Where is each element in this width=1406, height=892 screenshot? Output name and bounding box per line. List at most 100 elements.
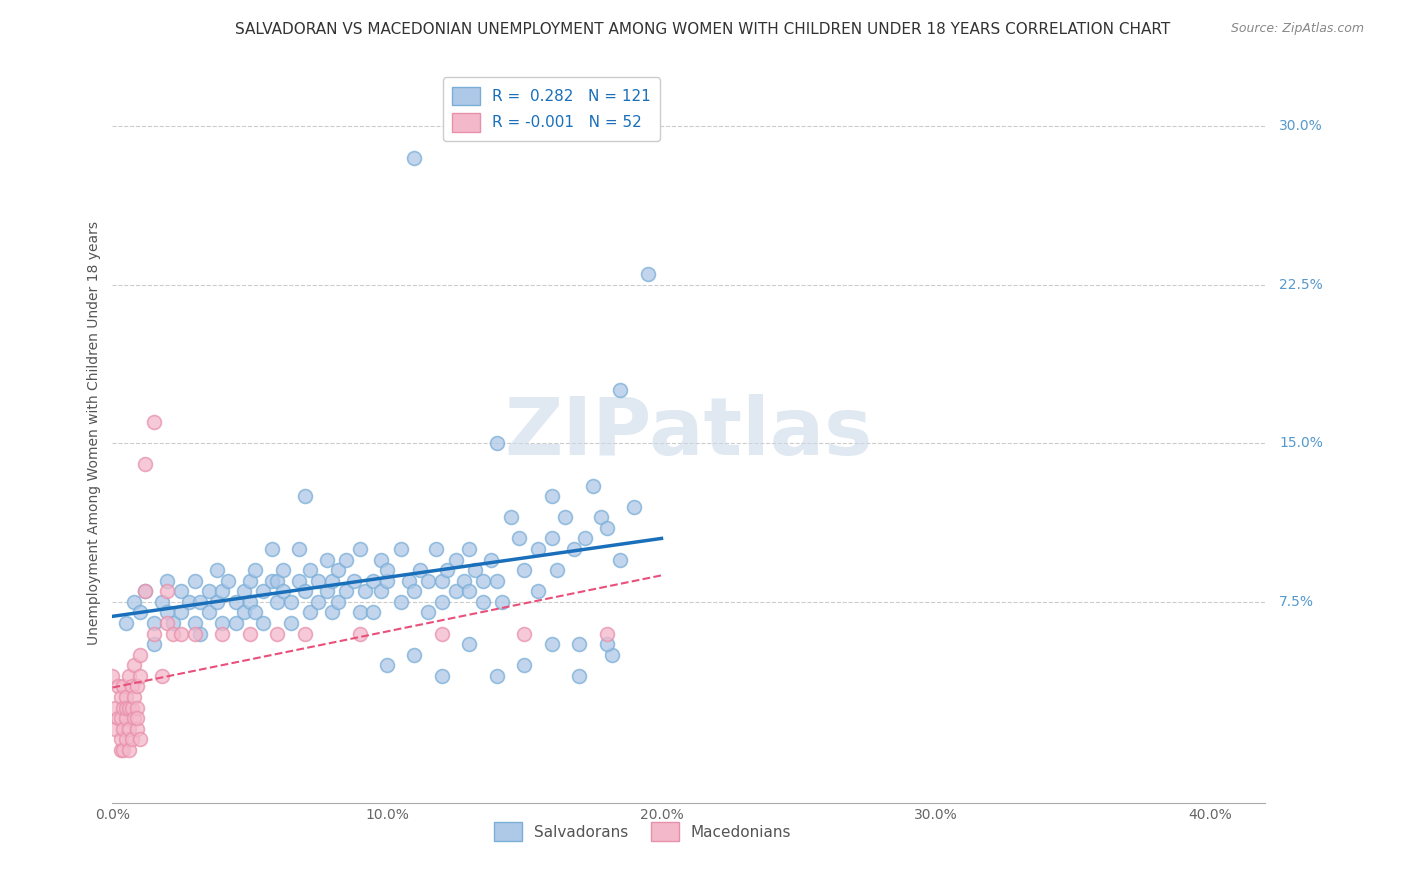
Point bbox=[184, 626, 207, 640]
Point bbox=[107, 680, 129, 694]
Point bbox=[112, 680, 135, 694]
Point bbox=[271, 563, 294, 577]
Point bbox=[568, 637, 591, 651]
Point bbox=[239, 626, 262, 640]
Point bbox=[112, 743, 135, 757]
Point bbox=[211, 584, 233, 599]
Point bbox=[404, 648, 426, 662]
Point bbox=[349, 626, 371, 640]
Point bbox=[354, 584, 377, 599]
Point bbox=[600, 648, 623, 662]
Text: 7.5%: 7.5% bbox=[1279, 595, 1315, 609]
Point bbox=[315, 584, 337, 599]
Point bbox=[389, 541, 412, 556]
Point bbox=[389, 595, 412, 609]
Point bbox=[184, 574, 207, 588]
Point bbox=[540, 637, 562, 651]
Point bbox=[127, 722, 149, 736]
Point bbox=[513, 626, 536, 640]
Point bbox=[142, 415, 165, 429]
Point bbox=[299, 606, 322, 620]
Point bbox=[527, 541, 550, 556]
Point bbox=[110, 690, 132, 704]
Point bbox=[458, 584, 481, 599]
Point bbox=[205, 563, 228, 577]
Point bbox=[349, 606, 371, 620]
Point bbox=[444, 552, 467, 566]
Point bbox=[321, 574, 343, 588]
Point bbox=[595, 626, 617, 640]
Point bbox=[205, 595, 228, 609]
Point bbox=[107, 711, 129, 725]
Point bbox=[568, 669, 591, 683]
Point bbox=[472, 595, 495, 609]
Point bbox=[623, 500, 645, 514]
Point bbox=[409, 563, 432, 577]
Point bbox=[430, 626, 453, 640]
Point bbox=[349, 541, 371, 556]
Point bbox=[110, 732, 132, 747]
Point bbox=[150, 669, 173, 683]
Point bbox=[458, 541, 481, 556]
Point bbox=[156, 574, 179, 588]
Point bbox=[121, 732, 143, 747]
Point bbox=[609, 384, 631, 398]
Point bbox=[134, 584, 156, 599]
Point bbox=[115, 732, 138, 747]
Point bbox=[115, 690, 138, 704]
Point bbox=[124, 595, 146, 609]
Point bbox=[485, 669, 508, 683]
Point bbox=[118, 743, 141, 757]
Point bbox=[458, 637, 481, 651]
Point bbox=[260, 574, 283, 588]
Point bbox=[508, 532, 530, 546]
Point bbox=[280, 595, 302, 609]
Point bbox=[280, 615, 302, 630]
Point bbox=[129, 606, 152, 620]
Point bbox=[294, 626, 316, 640]
Point bbox=[118, 669, 141, 683]
Point bbox=[188, 595, 211, 609]
Point bbox=[252, 584, 274, 599]
Point bbox=[162, 615, 184, 630]
Point bbox=[591, 510, 613, 524]
Point bbox=[418, 574, 440, 588]
Point bbox=[453, 574, 475, 588]
Point bbox=[361, 606, 384, 620]
Point bbox=[162, 626, 184, 640]
Point bbox=[245, 563, 267, 577]
Point bbox=[156, 606, 179, 620]
Point bbox=[370, 552, 392, 566]
Point bbox=[554, 510, 576, 524]
Point bbox=[225, 615, 247, 630]
Point bbox=[266, 574, 288, 588]
Point bbox=[288, 574, 311, 588]
Point bbox=[197, 606, 219, 620]
Point bbox=[326, 595, 349, 609]
Y-axis label: Unemployment Among Women with Children Under 18 years: Unemployment Among Women with Children U… bbox=[87, 220, 101, 645]
Point bbox=[335, 552, 357, 566]
Point bbox=[436, 563, 458, 577]
Point bbox=[233, 584, 256, 599]
Point bbox=[245, 606, 267, 620]
Point bbox=[307, 574, 329, 588]
Point bbox=[179, 595, 201, 609]
Point bbox=[540, 489, 562, 503]
Point bbox=[101, 669, 124, 683]
Point bbox=[118, 722, 141, 736]
Point bbox=[115, 711, 138, 725]
Point bbox=[129, 732, 152, 747]
Point bbox=[595, 637, 617, 651]
Text: Source: ZipAtlas.com: Source: ZipAtlas.com bbox=[1230, 22, 1364, 36]
Point bbox=[104, 700, 127, 714]
Point bbox=[233, 606, 256, 620]
Point bbox=[375, 658, 398, 673]
Point bbox=[118, 700, 141, 714]
Point bbox=[404, 151, 426, 165]
Point bbox=[121, 700, 143, 714]
Point bbox=[121, 680, 143, 694]
Point bbox=[239, 574, 262, 588]
Point bbox=[150, 595, 173, 609]
Point bbox=[425, 541, 447, 556]
Point bbox=[404, 584, 426, 599]
